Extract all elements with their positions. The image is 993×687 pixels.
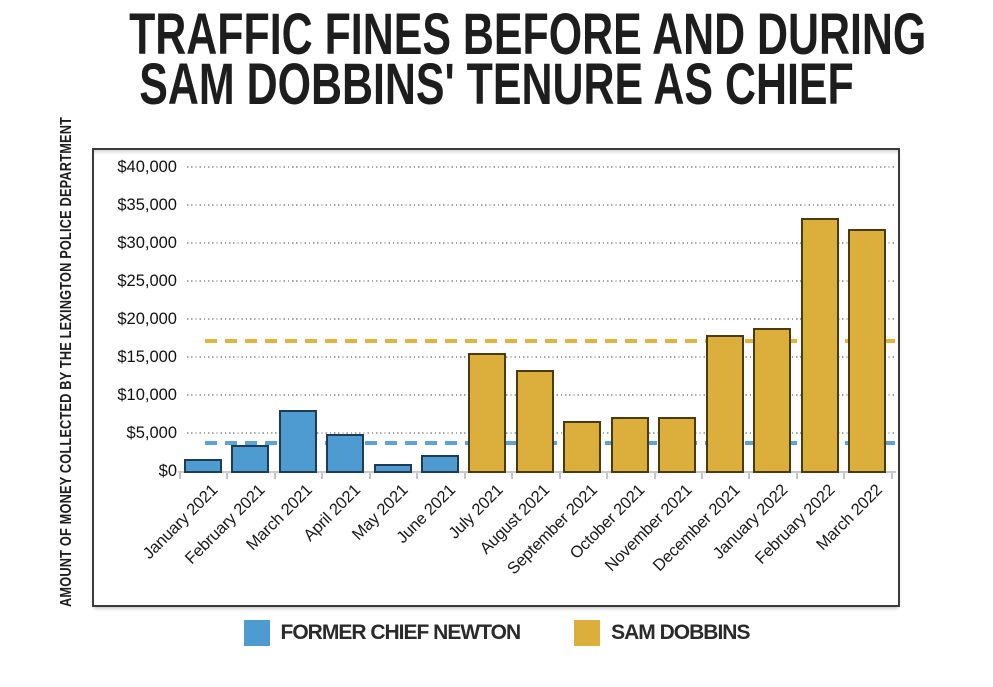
gridline [187,166,895,168]
chart-title-line-1: TRAFFIC FINES BEFORE AND DURING [129,2,927,67]
axis-tick [843,473,846,479]
gridline [187,318,895,320]
y-tick-label: $15,000 [117,348,177,366]
y-tick-label: $0 [158,462,177,480]
average-line-sam-dobbins [205,339,895,344]
gridline [187,242,895,244]
bar-april-2021 [326,434,365,473]
axis-tick [273,473,276,479]
y-tick-label: $30,000 [117,234,177,252]
gridline [187,280,895,282]
chart-box: $0 $5,000 $10,000 $15,000 $20,000 $25,000 $30,… [92,148,900,607]
axis-tick [321,473,324,479]
y-tick-label: $35,000 [117,196,177,214]
axis-tick [653,473,656,479]
axis-tick [795,473,798,479]
bar-november-2021 [658,417,697,473]
bar-february-2022 [800,218,839,473]
axis-tick [558,473,561,479]
legend-label-dobbins: SAM DOBBINS [611,621,750,644]
y-tick-label: $40,000 [117,158,177,176]
axis-tick [748,473,751,479]
bar-march-2022 [848,229,887,473]
y-axis-title: AMOUNT OF MONEY COLLECTED BY THE LEXINGT… [58,116,75,607]
bar-december-2021 [705,335,744,473]
bar-january-2022 [753,328,792,473]
bar-august-2021 [515,370,554,473]
axis-tick [226,473,229,479]
y-tick-label: $25,000 [117,272,177,290]
bar-may-2021 [373,464,412,473]
chart-title-line-2: SAM DOBBINS' TENURE AS CHIEF [139,52,854,117]
axis-tick [511,473,514,479]
axis-tick [890,473,893,479]
gridline [187,204,895,206]
legend-item-dobbins: SAM DOBBINS [574,620,750,646]
bar-june-2021 [420,455,459,473]
legend-label-newton: FORMER CHIEF NEWTON [280,621,522,644]
chart-title: TRAFFIC FINES BEFORE AND DURING SAM DOBB… [0,2,993,117]
axis-tick [463,473,466,479]
axis-tick [606,473,609,479]
bar-march-2021 [278,410,317,473]
legend-swatch-newton [243,620,270,646]
bar-october-2021 [610,417,649,473]
legend: FORMER CHIEF NEWTON SAM DOBBINS [0,620,993,646]
axis-tick [700,473,703,479]
gridline [187,356,895,358]
y-tick-label: $10,000 [117,386,177,404]
bar-february-2021 [231,445,270,473]
axis-tick [416,473,419,479]
legend-swatch-dobbins [574,620,601,646]
axis-tick [368,473,371,479]
y-tick-label: $20,000 [117,310,177,328]
legend-item-newton: FORMER CHIEF NEWTON [243,620,522,646]
bar-july-2021 [468,353,507,473]
y-tick-label: $5,000 [126,424,177,442]
axis-tick [179,473,181,479]
bar-january-2021 [183,459,222,473]
bar-september-2021 [563,421,602,473]
